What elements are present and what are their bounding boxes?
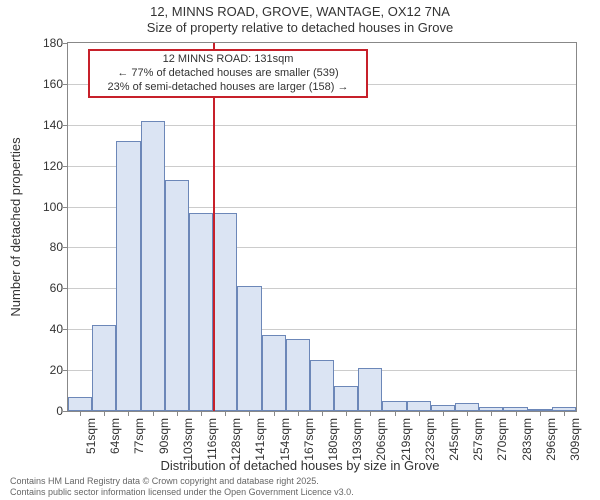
y-tick-label: 40: [33, 322, 63, 336]
x-tick-label: 206sqm: [374, 418, 388, 461]
y-tick-label: 20: [33, 363, 63, 377]
x-tick-mark: [346, 412, 347, 416]
x-tick-label: 296sqm: [544, 418, 558, 461]
bar: [310, 360, 334, 411]
x-tick-mark: [249, 412, 250, 416]
bar: [213, 213, 237, 411]
bar: [503, 407, 527, 411]
bar: [528, 409, 552, 411]
bar: [237, 286, 261, 411]
bar: [358, 368, 382, 411]
annotation-line-3: 23% of semi-detached houses are larger (…: [94, 81, 362, 95]
bar: [68, 397, 92, 411]
bar: [189, 213, 213, 411]
bar: [552, 407, 576, 411]
bar: [431, 405, 455, 411]
footer: Contains HM Land Registry data © Crown c…: [10, 476, 354, 498]
x-tick-mark: [201, 412, 202, 416]
bar: [382, 401, 406, 411]
x-tick-mark: [298, 412, 299, 416]
bar: [116, 141, 140, 411]
x-tick-label: 51sqm: [84, 418, 98, 454]
chart-container: 12, MINNS ROAD, GROVE, WANTAGE, OX12 7NA…: [0, 0, 600, 500]
x-tick-label: 180sqm: [326, 418, 340, 461]
bar: [455, 403, 479, 411]
x-tick-label: 116sqm: [205, 418, 219, 460]
x-tick-mark: [274, 412, 275, 416]
y-tick-label: 0: [33, 404, 63, 418]
title-line-1: 12, MINNS ROAD, GROVE, WANTAGE, OX12 7NA: [0, 4, 600, 20]
annotation-line-1: 12 MINNS ROAD: 131sqm: [94, 53, 362, 67]
x-tick-label: 167sqm: [302, 418, 316, 461]
x-tick-label: 193sqm: [350, 418, 364, 461]
x-tick-mark: [177, 412, 178, 416]
bar: [407, 401, 431, 411]
bar: [286, 339, 310, 411]
bar: [479, 407, 503, 411]
x-tick-mark: [443, 412, 444, 416]
x-tick-mark: [225, 412, 226, 416]
x-tick-label: 219sqm: [399, 418, 413, 461]
x-tick-mark: [128, 412, 129, 416]
y-tick-label: 180: [33, 36, 63, 50]
x-tick-mark: [491, 412, 492, 416]
bar: [92, 325, 116, 411]
x-tick-mark: [153, 412, 154, 416]
y-tick-label: 100: [33, 200, 63, 214]
y-tick-label: 160: [33, 77, 63, 91]
footer-line-2: Contains public sector information licen…: [10, 487, 354, 498]
bar: [334, 386, 358, 411]
x-tick-mark: [564, 412, 565, 416]
x-tick-label: 64sqm: [108, 418, 122, 454]
x-tick-mark: [540, 412, 541, 416]
x-tick-label: 90sqm: [157, 418, 171, 454]
bar: [141, 121, 165, 411]
x-tick-label: 309sqm: [568, 418, 582, 461]
x-tick-label: 128sqm: [229, 418, 243, 461]
x-tick-mark: [467, 412, 468, 416]
x-tick-label: 232sqm: [423, 418, 437, 461]
bar: [165, 180, 189, 411]
x-tick-mark: [419, 412, 420, 416]
x-tick-label: 154sqm: [278, 418, 292, 461]
x-tick-label: 141sqm: [253, 418, 267, 461]
x-axis-label: Distribution of detached houses by size …: [0, 458, 600, 473]
x-tick-mark: [395, 412, 396, 416]
x-tick-mark: [80, 412, 81, 416]
y-tick-label: 140: [33, 118, 63, 132]
y-tick-label: 80: [33, 240, 63, 254]
x-tick-label: 245sqm: [447, 418, 461, 461]
x-tick-label: 270sqm: [495, 418, 509, 461]
plot-area: 12 MINNS ROAD: 131sqm ← 77% of detached …: [67, 42, 577, 412]
y-tick-label: 120: [33, 159, 63, 173]
x-tick-mark: [322, 412, 323, 416]
x-tick-label: 77sqm: [132, 418, 146, 454]
y-tick-label: 60: [33, 281, 63, 295]
bar: [262, 335, 286, 411]
x-tick-mark: [516, 412, 517, 416]
x-tick-label: 257sqm: [471, 418, 485, 461]
x-tick-label: 283sqm: [520, 418, 534, 461]
x-tick-label: 103sqm: [181, 418, 195, 461]
annotation-box: 12 MINNS ROAD: 131sqm ← 77% of detached …: [88, 49, 368, 98]
title-line-2: Size of property relative to detached ho…: [0, 20, 600, 36]
x-tick-mark: [104, 412, 105, 416]
annotation-line-2: ← 77% of detached houses are smaller (53…: [94, 67, 362, 81]
chart-title: 12, MINNS ROAD, GROVE, WANTAGE, OX12 7NA…: [0, 4, 600, 37]
x-tick-mark: [370, 412, 371, 416]
footer-line-1: Contains HM Land Registry data © Crown c…: [10, 476, 354, 487]
